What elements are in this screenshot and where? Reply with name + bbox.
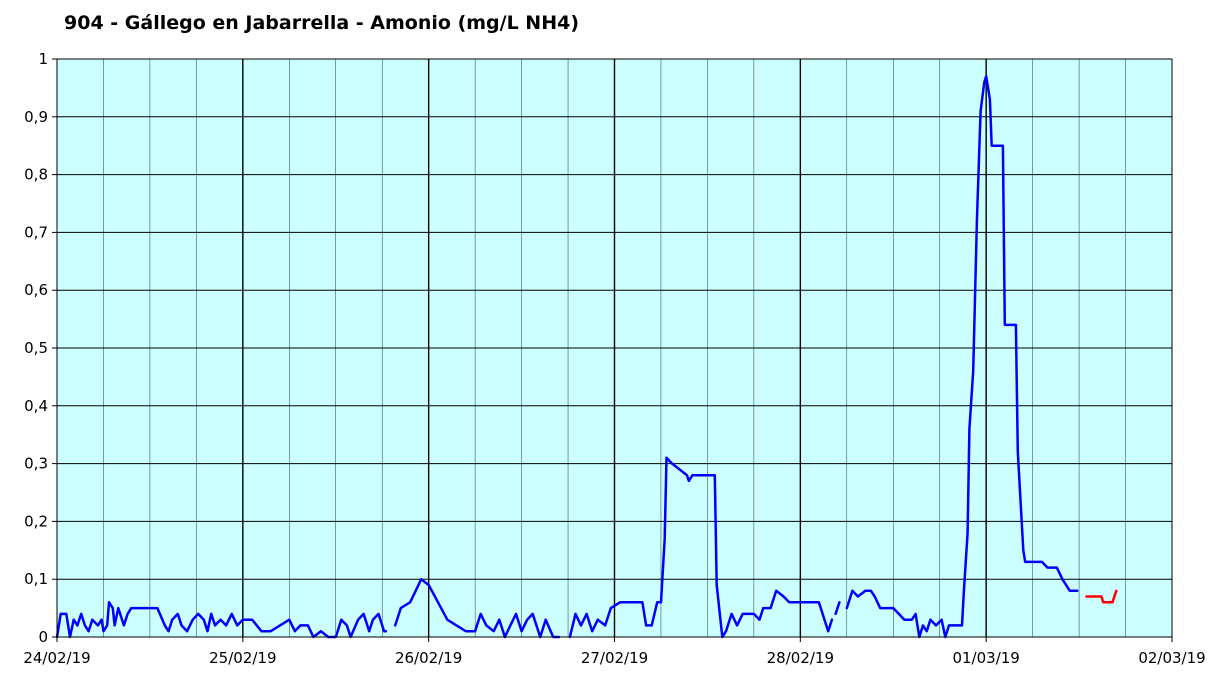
- x-tick-label: 01/03/19: [952, 649, 1019, 667]
- series-line-0: [568, 456, 834, 639]
- y-tick-label: 0,4: [24, 397, 48, 415]
- x-tick-label: 25/02/19: [209, 649, 276, 667]
- y-axis-ticks: 0 0,1 0,2 0,3 0,4 0,5 0,6 0,7 0,8 0,9 1: [24, 50, 57, 646]
- y-tick-label: 1: [38, 50, 48, 68]
- major-gridlines: [57, 59, 1172, 637]
- x-tick-label: 24/02/19: [23, 649, 90, 667]
- y-tick-label: 0,3: [24, 455, 48, 473]
- x-axis-ticks: 24/02/19 25/02/19 26/02/19 27/02/19 28/02/19…: [23, 637, 1206, 667]
- x-tick-label: 28/02/19: [767, 649, 834, 667]
- series-line-1: [1085, 589, 1118, 604]
- y-tick-label: 0,8: [24, 166, 48, 184]
- series-line-0: [393, 577, 561, 639]
- y-tick-label: 0,9: [24, 108, 48, 126]
- y-tick-label: 0,5: [24, 339, 48, 357]
- y-tick-label: 0,2: [24, 512, 48, 530]
- x-tick-label: 27/02/19: [581, 649, 648, 667]
- chart-title: 904 - Gállego en Jabarrella - Amonio (mg…: [64, 12, 580, 34]
- y-tick-label: 0,1: [24, 570, 48, 588]
- x-tick-label: 26/02/19: [395, 649, 462, 667]
- y-tick-label: 0,6: [24, 281, 48, 299]
- series-line-0: [845, 75, 1079, 639]
- x-tick-label: 02/03/19: [1138, 649, 1205, 667]
- y-tick-label: 0: [38, 628, 48, 646]
- series-line-0: [834, 601, 841, 616]
- y-tick-label: 0,7: [24, 223, 48, 241]
